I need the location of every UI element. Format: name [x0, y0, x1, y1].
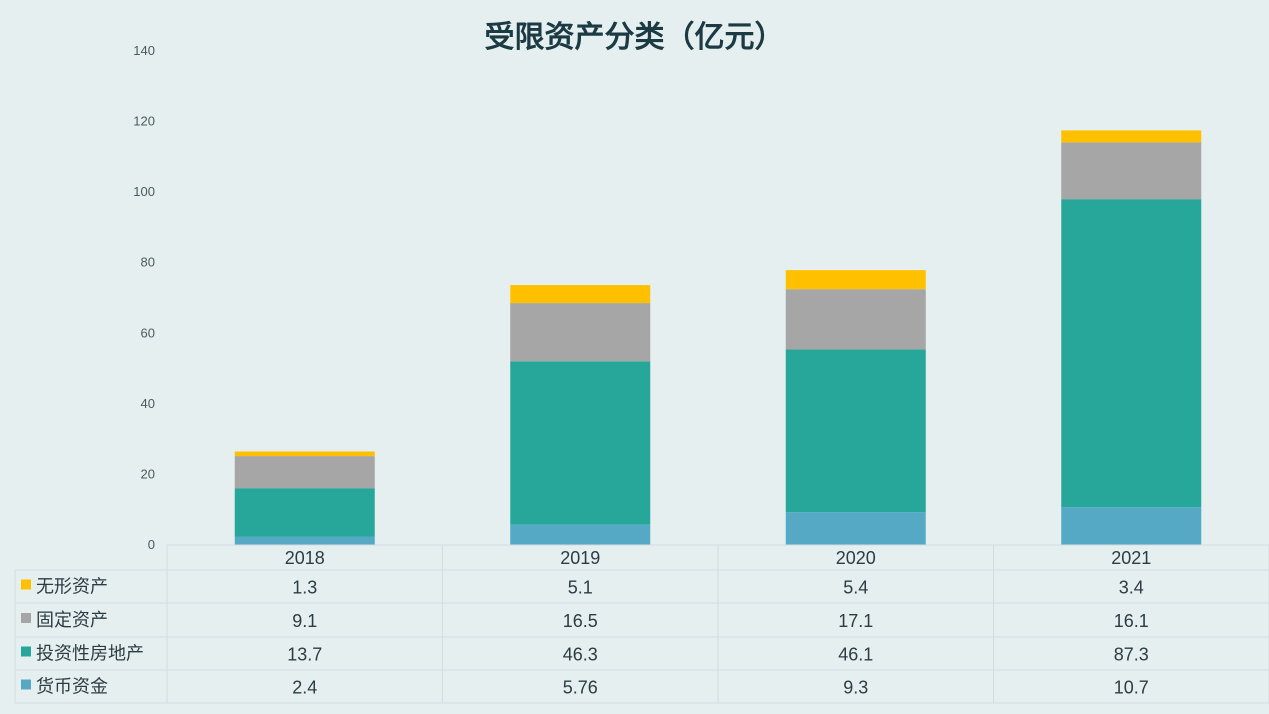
- y-tick-label: 100: [133, 184, 155, 199]
- data-table-value: 1.3: [292, 578, 317, 598]
- data-table-value: 2.4: [292, 678, 317, 698]
- data-table-value: 5.4: [843, 578, 868, 598]
- bar-segment: [510, 303, 651, 362]
- bar-segment: [234, 536, 375, 545]
- legend-label: 投资性房地产: [36, 644, 144, 664]
- bar-segment: [785, 349, 926, 513]
- legend-swatch: [21, 579, 31, 590]
- x-tick-label: 2020: [836, 548, 876, 568]
- bar-segment: [234, 488, 375, 537]
- bar-segment: [234, 451, 375, 457]
- data-table-value: 5.76: [563, 678, 598, 698]
- data-table-value: 5.1: [568, 578, 593, 598]
- legend-swatch: [21, 613, 31, 623]
- x-tick-label: 2018: [285, 548, 325, 568]
- bar-segment: [510, 524, 651, 545]
- data-table-value: 13.7: [287, 645, 322, 665]
- data-table-value: 16.1: [1114, 611, 1149, 631]
- bar-segment: [234, 456, 375, 489]
- data-table-value: 46.3: [563, 645, 598, 665]
- bar-segment: [1061, 199, 1202, 508]
- legend-swatch: [21, 646, 31, 657]
- bar-segment: [1061, 130, 1202, 143]
- x-tick-label: 2019: [560, 548, 600, 568]
- data-table-value: 9.3: [843, 678, 868, 698]
- y-tick-label: 20: [141, 466, 155, 481]
- chart-title: 受限资产分类（亿元）: [484, 20, 785, 55]
- data-table-value: 87.3: [1114, 645, 1149, 665]
- bar-segment: [785, 270, 926, 290]
- data-table-value: 9.1: [292, 611, 317, 631]
- bar-segment: [1061, 142, 1202, 200]
- legend-label: 货币资金: [36, 677, 108, 697]
- bar-segment: [510, 285, 651, 304]
- legend-label: 固定资产: [36, 610, 108, 630]
- y-tick-label: 140: [133, 43, 155, 58]
- data-table-value: 3.4: [1119, 578, 1144, 598]
- legend-label: 无形资产: [36, 577, 108, 597]
- data-table-value: 46.1: [838, 645, 873, 665]
- legend-swatch: [21, 679, 31, 690]
- data-table-value: 10.7: [1114, 678, 1149, 698]
- x-tick-label: 2021: [1111, 548, 1151, 568]
- y-tick-label: 80: [141, 255, 155, 270]
- bar-segment: [785, 289, 926, 350]
- y-tick-label: 0: [148, 537, 155, 552]
- y-tick-label: 120: [133, 114, 155, 129]
- bar-segment: [785, 512, 926, 545]
- data-table-value: 17.1: [838, 611, 873, 631]
- y-tick-label: 60: [141, 325, 155, 340]
- y-tick-label: 40: [141, 396, 155, 411]
- bar-segment: [1061, 507, 1202, 545]
- data-table-value: 16.5: [563, 611, 598, 631]
- bar-segment: [510, 361, 651, 525]
